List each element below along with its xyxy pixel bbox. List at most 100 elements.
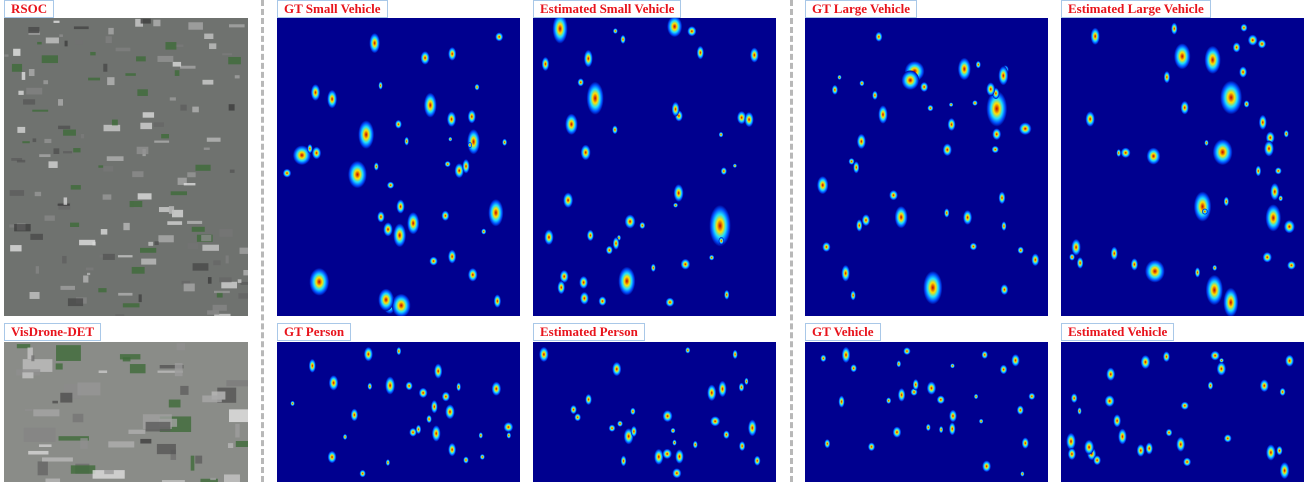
density-blob <box>1258 39 1266 48</box>
photo-detail <box>243 270 248 275</box>
density-blob <box>406 381 413 390</box>
photo-detail <box>193 263 209 270</box>
density-blob <box>849 158 855 165</box>
photo-detail <box>13 49 20 56</box>
density-blob <box>492 382 502 396</box>
density-blob <box>878 105 887 124</box>
photo-detail <box>159 207 169 212</box>
photo-detail <box>154 141 169 143</box>
density-blob <box>504 422 514 432</box>
photo-detail <box>213 260 220 265</box>
photo-detail <box>43 80 48 84</box>
photo-detail <box>132 267 145 274</box>
photo-detail <box>229 409 248 422</box>
density-blob <box>963 210 972 225</box>
photo-detail <box>103 166 113 171</box>
density-blob <box>1280 462 1290 479</box>
photo-detail <box>202 245 219 251</box>
photo-detail <box>140 248 156 253</box>
photo-detail <box>63 130 76 136</box>
density-blob <box>1217 362 1226 376</box>
density-blob <box>1276 446 1282 455</box>
density-blob <box>397 347 402 355</box>
density-map <box>533 18 776 316</box>
density-blob <box>448 47 456 61</box>
photo-detail <box>25 409 33 411</box>
density-blob <box>697 46 704 60</box>
density-blob <box>396 199 404 213</box>
photo-detail <box>230 170 235 173</box>
density-blob <box>675 449 684 463</box>
photo-detail <box>56 345 81 361</box>
density-blob <box>895 206 908 228</box>
photo-detail <box>120 354 140 359</box>
density-blob <box>739 383 745 392</box>
density-blob <box>850 364 856 372</box>
density-blob <box>1176 437 1185 452</box>
density-blob <box>1141 355 1151 369</box>
photo-detail <box>141 259 156 265</box>
density-blob <box>599 296 607 306</box>
density-blob <box>447 112 456 127</box>
density-blob <box>1181 101 1189 115</box>
photo-detail <box>33 409 59 416</box>
density-blob <box>424 93 437 118</box>
density-blob <box>862 214 870 226</box>
density-map <box>805 18 1048 316</box>
photo-detail <box>22 141 29 143</box>
density-blob <box>832 85 838 95</box>
density-blob <box>419 388 428 398</box>
density-blob <box>479 432 483 438</box>
photo-detail <box>103 194 112 199</box>
density-blob <box>1022 437 1029 448</box>
photo-detail <box>141 19 151 24</box>
density-blob <box>733 350 738 359</box>
photo-detail <box>54 21 60 23</box>
density-blob <box>944 208 949 217</box>
density-blob <box>387 182 394 189</box>
density-blob <box>612 125 618 134</box>
density-blob <box>620 35 625 44</box>
photo-detail <box>210 478 216 480</box>
density-blob <box>1244 100 1250 107</box>
density-blob <box>378 81 382 89</box>
density-blob <box>612 362 621 376</box>
density-blob <box>859 80 864 86</box>
photo-detail <box>130 364 146 373</box>
photo-detail <box>14 224 31 231</box>
density-blob <box>999 192 1006 205</box>
density-blob <box>462 159 469 173</box>
photo-detail <box>180 66 195 69</box>
photo-detail <box>177 343 186 350</box>
density-blob <box>570 405 577 414</box>
density-blob <box>395 120 402 129</box>
density-blob <box>456 382 460 391</box>
density-blob <box>687 26 696 36</box>
density-blob <box>913 379 919 390</box>
density-map <box>277 342 520 482</box>
photo-detail <box>192 107 199 113</box>
photo-detail <box>36 266 39 273</box>
photo-detail <box>58 99 63 106</box>
density-blob <box>580 292 589 305</box>
photo-detail <box>192 227 205 232</box>
density-blob <box>1084 440 1094 455</box>
density-blob <box>721 167 727 175</box>
photo-detail <box>63 151 72 153</box>
photo-detail <box>68 298 83 306</box>
photo-detail <box>128 430 145 434</box>
density-blob <box>613 237 620 250</box>
density-blob <box>579 276 588 289</box>
density-blob <box>886 397 891 404</box>
density-blob <box>431 400 438 413</box>
density-blob <box>875 32 882 42</box>
density-map <box>805 342 1048 482</box>
density-blob <box>1233 42 1241 52</box>
photo-detail <box>226 380 248 386</box>
photo-detail <box>31 355 34 361</box>
density-blob <box>982 351 988 359</box>
density-blob <box>872 91 878 100</box>
photo-detail <box>87 273 90 275</box>
photo-detail <box>32 110 48 112</box>
density-blob <box>587 82 604 115</box>
